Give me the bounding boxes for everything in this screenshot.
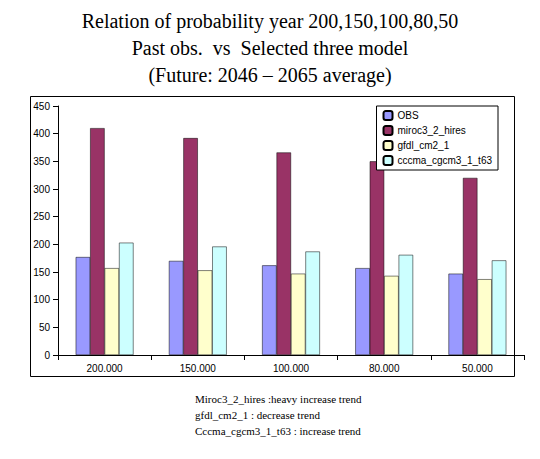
svg-text:50.000: 50.000 bbox=[462, 363, 493, 374]
svg-text:400: 400 bbox=[33, 128, 50, 139]
svg-text:300: 300 bbox=[33, 184, 50, 195]
svg-text:350: 350 bbox=[33, 156, 50, 167]
svg-text:200: 200 bbox=[33, 239, 50, 250]
svg-text:100.000: 100.000 bbox=[273, 363, 310, 374]
svg-text:150.000: 150.000 bbox=[180, 363, 217, 374]
svg-text:Relation of probability year 2: Relation of probability year 200,150,100… bbox=[82, 10, 459, 33]
svg-text:0: 0 bbox=[44, 350, 50, 361]
svg-text:Miroc3_2_hires :heavy increase: Miroc3_2_hires :heavy increase trend bbox=[195, 393, 362, 405]
svg-text:miroc3_2_hires: miroc3_2_hires bbox=[398, 125, 466, 136]
svg-text:Cccma_cgcm3_1_t63 : increase t: Cccma_cgcm3_1_t63 : increase trend bbox=[195, 425, 361, 437]
svg-text:Past obs. vs Selected three: Past obs. vs Selected three model bbox=[132, 37, 409, 59]
svg-text:200.000: 200.000 bbox=[87, 363, 124, 374]
svg-text:cccma_cgcm3_1_t63: cccma_cgcm3_1_t63 bbox=[398, 155, 493, 166]
svg-text:50: 50 bbox=[39, 322, 51, 333]
svg-text:150: 150 bbox=[33, 267, 50, 278]
svg-text:(Future: 2046 – 2065 average): (Future: 2046 – 2065 average) bbox=[148, 64, 391, 87]
svg-text:gfdl_cm2_1 : decrease trend: gfdl_cm2_1 : decrease trend bbox=[195, 409, 320, 421]
svg-text:100: 100 bbox=[33, 294, 50, 305]
svg-text:80.000: 80.000 bbox=[369, 363, 400, 374]
svg-text:OBS: OBS bbox=[398, 110, 419, 121]
svg-text:gfdl_cm2_1: gfdl_cm2_1 bbox=[398, 140, 450, 151]
svg-text:250: 250 bbox=[33, 211, 50, 222]
svg-text:450: 450 bbox=[33, 101, 50, 112]
